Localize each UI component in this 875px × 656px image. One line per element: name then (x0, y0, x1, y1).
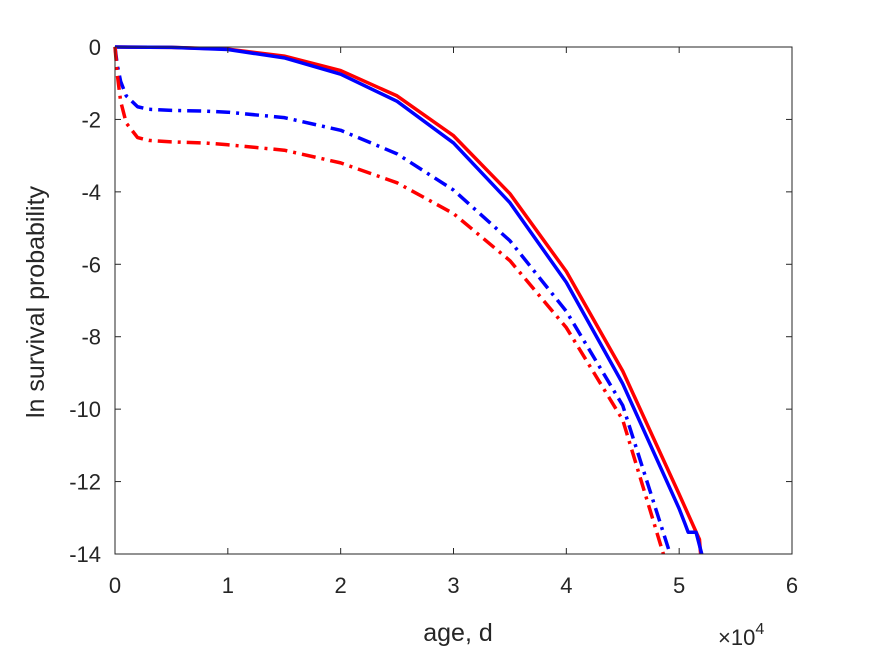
x-tick-labels: 0 1 2 3 4 5 6 (109, 573, 798, 598)
y-tick-label: 0 (89, 35, 101, 60)
x-tick-label: 0 (109, 573, 121, 598)
y-tick-label: -4 (81, 180, 101, 205)
y-tick-label: -14 (69, 542, 101, 567)
tick-layer (114, 46, 793, 555)
plot-background (115, 47, 792, 554)
y-tick-label: -10 (69, 397, 101, 422)
series-line-3-dashdot (113, 46, 672, 555)
y-tick-label: -8 (81, 325, 101, 350)
x-tick-label: 3 (447, 573, 459, 598)
x-multiplier-base: ×10 (718, 625, 755, 650)
series-line-2-solid (114, 45, 704, 555)
y-tick-label: -6 (81, 252, 101, 277)
x-multiplier-exponent: 4 (755, 621, 764, 638)
x-axis-multiplier: ×104 (718, 621, 764, 650)
y-tick-label: -12 (69, 470, 101, 495)
y-tick-labels: 0 -2 -4 -6 -8 -10 -12 -14 (69, 35, 101, 567)
x-tick-label: 1 (222, 573, 234, 598)
x-tick-label: 2 (335, 573, 347, 598)
y-axis-label: ln survival probability (22, 185, 50, 418)
y-tick-label: -2 (81, 107, 101, 132)
x-tick-label: 5 (673, 573, 685, 598)
series-line-4-dashdot (113, 46, 666, 555)
x-tick-label: 4 (560, 573, 572, 598)
x-axis-label: age, d (423, 619, 493, 647)
x-tick-label: 6 (786, 573, 798, 598)
